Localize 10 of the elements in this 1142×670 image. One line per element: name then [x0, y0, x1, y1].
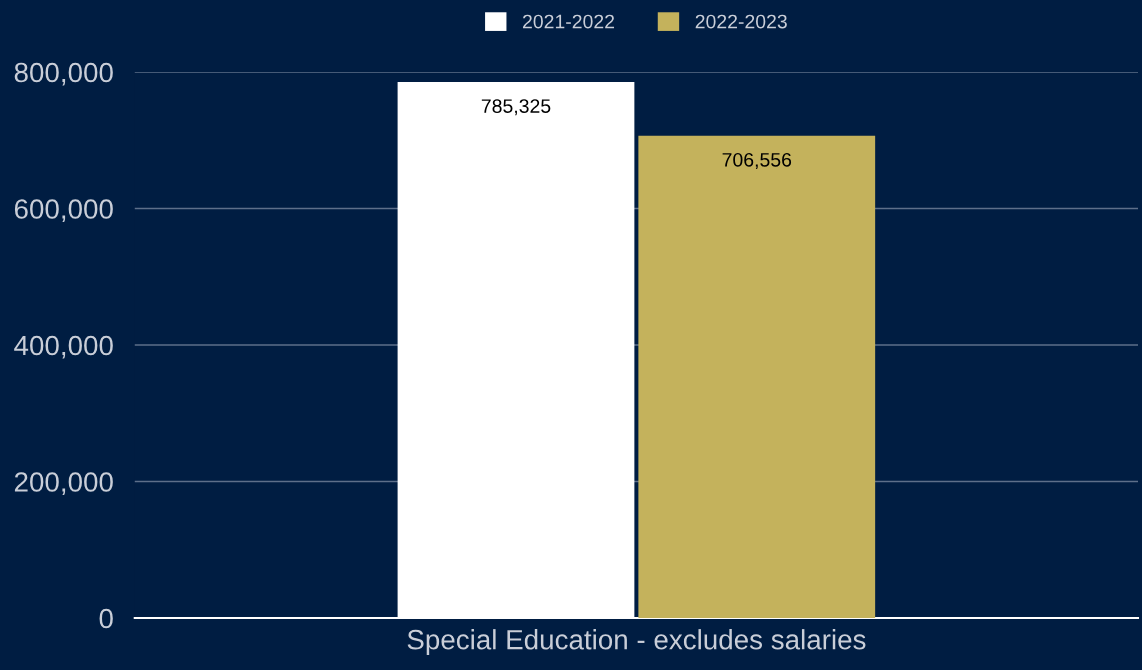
y-tick-label: 800,000: [14, 62, 113, 86]
data-label: 785,325: [481, 99, 551, 116]
y-tick-label: 0: [99, 608, 113, 629]
legend-label: 2021-2022: [522, 14, 615, 29]
y-tick-label: 600,000: [14, 199, 113, 223]
data-label: 706,556: [722, 152, 792, 170]
legend-label: 2022-2023: [695, 14, 787, 29]
x-tick-label: Special Education - excludes salaries: [407, 629, 866, 656]
y-tick-label: 400,000: [14, 335, 113, 359]
y-tick-label: 200,000: [14, 472, 113, 496]
